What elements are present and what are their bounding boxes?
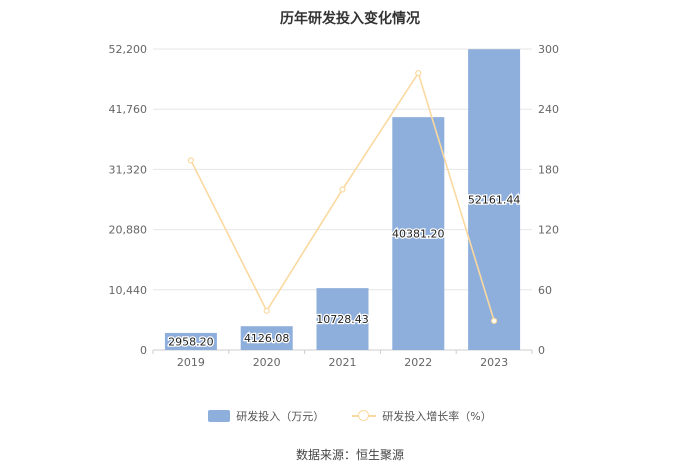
bar-data-label: 10728.43 xyxy=(316,313,369,326)
x-tick-label: 2023 xyxy=(480,356,508,369)
y-right-tick-label: 60 xyxy=(538,284,552,297)
line-point xyxy=(339,186,346,193)
bar-data-label: 4126.08 xyxy=(244,332,290,345)
x-tick-label: 2022 xyxy=(404,356,432,369)
bar xyxy=(164,332,217,350)
chart-legend: 研发投入（万元） 研发投入增长率（%） xyxy=(0,408,700,424)
legend-item-rd-investment[interactable]: 研发投入（万元） xyxy=(208,408,324,424)
y-right-tick-label: 120 xyxy=(538,224,559,237)
y-left-tick-label: 41,760 xyxy=(109,103,148,116)
bar xyxy=(468,49,521,350)
bar-data-label: 40381.20 xyxy=(392,228,445,241)
legend-bar-swatch xyxy=(208,410,231,422)
bar xyxy=(240,326,293,350)
legend-item-growth-rate[interactable]: 研发投入增长率（%） xyxy=(352,408,492,424)
line-point xyxy=(415,69,422,77)
x-tick-label: 2020 xyxy=(253,356,281,369)
line-point xyxy=(263,307,270,314)
bar xyxy=(316,288,369,350)
bar-data-label: 52161.44 xyxy=(468,194,521,207)
y-left-tick-label: 10,440 xyxy=(109,284,148,297)
line-point xyxy=(491,317,498,325)
legend-line-swatch xyxy=(352,410,377,422)
y-right-tick-label: 240 xyxy=(538,103,559,116)
bar-data-label: 2958.20 xyxy=(168,335,214,348)
y-left-tick-label: 31,320 xyxy=(109,163,148,176)
bar xyxy=(392,117,445,351)
data-source-note: 数据来源：恒生聚源 xyxy=(295,448,404,462)
x-tick-label: 2021 xyxy=(329,356,357,369)
y-right-tick-label: 300 xyxy=(538,43,559,56)
chart-title: 历年研发投入变化情况 xyxy=(280,11,420,27)
legend-line-label: 研发投入增长率（%） xyxy=(382,410,492,423)
y-right-tick-label: 180 xyxy=(538,163,559,176)
x-tick-label: 2019 xyxy=(177,356,205,369)
legend-bar-label: 研发投入（万元） xyxy=(236,410,325,423)
y-right-tick-label: 0 xyxy=(538,344,545,357)
y-left-tick-label: 52,200 xyxy=(109,43,148,56)
y-left-tick-label: 0 xyxy=(140,344,147,357)
line-point xyxy=(187,157,194,164)
y-left-tick-label: 20,880 xyxy=(109,224,148,237)
growth-rate-line xyxy=(190,71,495,322)
